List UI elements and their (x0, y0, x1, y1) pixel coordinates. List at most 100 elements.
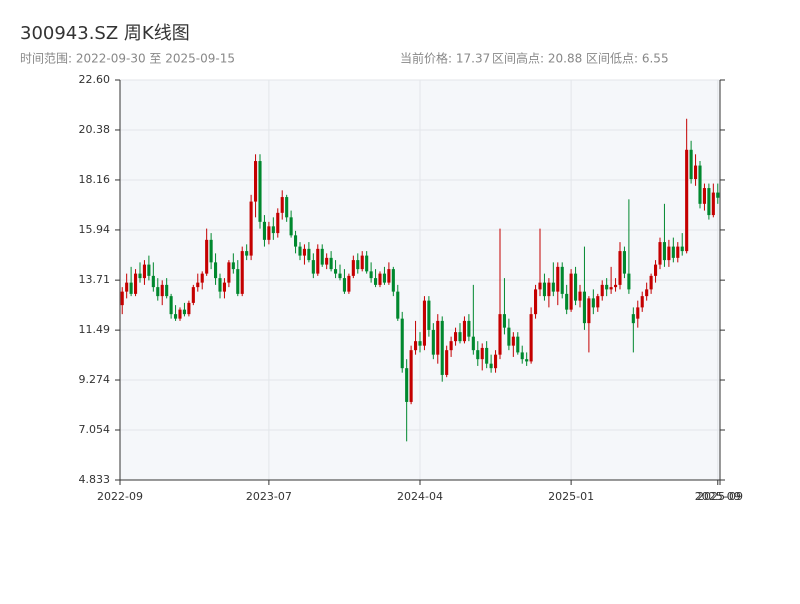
candle-body (702, 188, 706, 204)
candle-body (409, 350, 413, 402)
candle-body (658, 242, 662, 265)
subtitle: 时间范围: 2022-09-30 至 2025-09-15 (20, 52, 235, 66)
x-tick-label: 2025-09 (695, 490, 741, 503)
candle-body (302, 248, 306, 256)
candle-body (120, 291, 124, 306)
y-tick-label: 7.054 (79, 423, 111, 436)
x-tick-label: 2024-04 (397, 490, 443, 503)
candle-body (547, 282, 551, 297)
candle-body (556, 266, 560, 292)
candle-body (378, 273, 382, 285)
candle-body (245, 251, 249, 256)
candle-body (489, 363, 493, 369)
candle-body (307, 248, 311, 261)
x-tick-label: 2022-09 (97, 490, 143, 503)
candle-body (529, 314, 533, 362)
candle-body (494, 354, 498, 369)
y-tick-label: 18.16 (79, 173, 111, 186)
candle-body (525, 359, 529, 362)
candle-body (205, 239, 209, 274)
candle-body (187, 302, 191, 315)
candle-body (329, 257, 333, 270)
candle-body (160, 284, 164, 297)
candle-body (694, 165, 698, 180)
candle-body (169, 296, 173, 315)
candle-body (142, 264, 146, 279)
candle-body (640, 296, 644, 308)
candle-body (236, 269, 240, 294)
candle-body (707, 188, 711, 216)
candle-body (280, 197, 284, 213)
candle-body (431, 329, 435, 355)
candle-body (396, 291, 400, 319)
candle-body (454, 332, 458, 342)
candle-body (147, 264, 151, 276)
candle-body (382, 273, 386, 283)
candle-body (214, 262, 218, 279)
candle-body (542, 282, 546, 297)
candle-body (591, 298, 595, 308)
candle-body (516, 336, 520, 353)
candle-body (249, 201, 253, 256)
candle-body (316, 248, 320, 274)
range-low: 区间低点: 6.55 (586, 52, 669, 66)
candle-body (334, 269, 338, 274)
candle-body (476, 350, 480, 360)
y-tick-label: 11.49 (79, 323, 111, 336)
candle-body (338, 273, 342, 279)
candle-body (622, 251, 626, 274)
candle-body (182, 309, 186, 315)
candle-body (138, 273, 142, 279)
candle-body (134, 273, 138, 294)
candle-body (240, 251, 244, 294)
candle-body (671, 246, 675, 258)
candle-body (400, 318, 404, 369)
candle-body (254, 161, 258, 202)
candle-body (320, 248, 324, 265)
candle-body (422, 300, 426, 346)
candle-body (174, 314, 178, 319)
candle-body (711, 192, 715, 216)
candle-body (294, 235, 298, 247)
candle-body (156, 287, 160, 297)
candle-body (511, 336, 515, 346)
candle-body (582, 291, 586, 324)
candle-body (636, 307, 640, 319)
candle-body (538, 282, 542, 290)
candle-body (351, 260, 355, 276)
candle-body (276, 212, 280, 234)
candle-body (391, 269, 395, 292)
candle-body (227, 262, 231, 283)
candle-body (605, 284, 609, 290)
candle-body (667, 246, 671, 261)
y-tick-label: 4.833 (79, 473, 111, 486)
candle-body (414, 341, 418, 351)
candle-body (218, 278, 222, 292)
candle-body (387, 269, 391, 283)
candle-body (631, 314, 635, 324)
candle-body (231, 262, 235, 270)
candle-body (285, 197, 289, 218)
candle-body (654, 264, 658, 276)
y-tick-label: 9.274 (79, 373, 111, 386)
candle-body (680, 246, 684, 252)
candle-body (662, 242, 666, 261)
candle-body (436, 320, 440, 355)
candle-body (196, 282, 200, 288)
candle-body (125, 282, 129, 292)
candle-body (502, 314, 506, 328)
candle-body (507, 327, 511, 346)
candle-body (289, 217, 293, 236)
chart-title: 300943.SZ 周K线图 (20, 23, 190, 44)
candle-body (165, 284, 169, 297)
candle-body (262, 221, 266, 240)
candle-body (405, 368, 409, 402)
candle-body (311, 260, 315, 274)
y-tick-label: 13.71 (79, 273, 111, 286)
candle-body (467, 320, 471, 337)
candle-body (565, 293, 569, 310)
candle-body (129, 282, 133, 294)
candle-body (560, 266, 564, 294)
candle-body (427, 300, 431, 330)
